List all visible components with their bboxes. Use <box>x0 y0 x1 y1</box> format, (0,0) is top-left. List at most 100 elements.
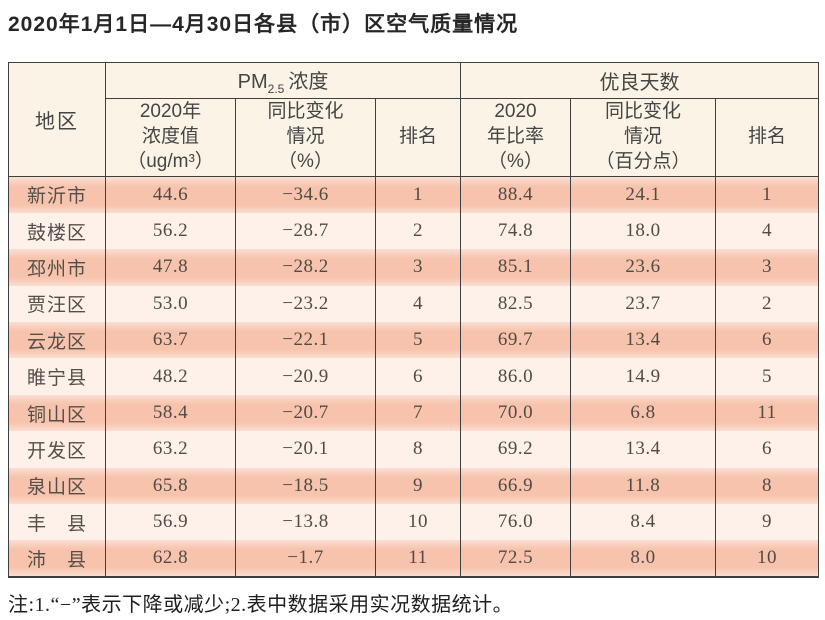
cell-good-rank: 5 <box>715 358 819 395</box>
cell-pm-value: 63.7 <box>105 322 236 359</box>
cell-region: 开发区 <box>8 431 106 468</box>
col-header-pm-rank: 排名 <box>375 98 461 177</box>
col-group-good-days: 优良天数 <box>460 62 819 99</box>
cell-pm-value: 56.9 <box>105 504 236 541</box>
table-row: 铜山区 58.4 −20.7 7 70.0 6.8 11 <box>8 394 819 432</box>
col-header-pm-value: 2020年 浓度值 （ug/m³） <box>105 98 236 177</box>
cell-good-rank: 10 <box>715 540 819 578</box>
cell-pm-change: −28.7 <box>235 212 376 250</box>
table-row: 新沂市 44.6 −34.6 1 88.4 24.1 1 <box>8 176 819 213</box>
cell-pm-change: −13.8 <box>235 504 376 541</box>
cell-good-ratio: 85.1 <box>460 249 571 286</box>
cell-pm-value: 53.0 <box>105 285 236 323</box>
cell-good-change: 11.8 <box>570 467 716 505</box>
cell-good-change: 8.0 <box>570 540 716 578</box>
cell-good-ratio: 86.0 <box>460 358 571 395</box>
cell-good-ratio: 88.4 <box>460 176 571 213</box>
cell-good-rank: 3 <box>715 249 819 286</box>
cell-pm-change: −18.5 <box>235 467 376 505</box>
cell-pm-change: −22.1 <box>235 322 376 359</box>
cell-pm-value: 44.6 <box>105 176 236 213</box>
cell-pm-rank: 7 <box>375 394 461 432</box>
cell-pm-rank: 3 <box>375 249 461 286</box>
cell-region: 邳州市 <box>8 249 106 286</box>
cell-good-rank: 1 <box>715 176 819 213</box>
table-row: 睢宁县 48.2 −20.9 6 86.0 14.9 5 <box>8 358 819 395</box>
cell-pm-change: −28.2 <box>235 249 376 286</box>
table-row: 鼓楼区 56.2 −28.7 2 74.8 18.0 4 <box>8 212 819 250</box>
air-quality-table: 地区 PM2.5 浓度 优良天数 2020年 浓度值 （ug/m³） 同比变化 情… <box>8 62 819 578</box>
cell-good-rank: 6 <box>715 322 819 359</box>
cell-pm-value: 65.8 <box>105 467 236 505</box>
cell-good-change: 13.4 <box>570 431 716 468</box>
cell-good-ratio: 69.2 <box>460 431 571 468</box>
cell-good-rank: 6 <box>715 431 819 468</box>
cell-good-ratio: 66.9 <box>460 467 571 505</box>
table-row: 泉山区 65.8 −18.5 9 66.9 11.8 8 <box>8 467 819 505</box>
cell-pm-change: −20.7 <box>235 394 376 432</box>
cell-good-change: 14.9 <box>570 358 716 395</box>
table-row: 邳州市 47.8 −28.2 3 85.1 23.6 3 <box>8 249 819 286</box>
col-header-good-rank: 排名 <box>715 98 819 177</box>
pm25-label-subscript: 2.5 <box>267 82 285 96</box>
col-header-pm-change: 同比变化 情况 （%） <box>235 98 376 177</box>
col-header-good-change: 同比变化 情况 （百分点） <box>570 98 716 177</box>
cell-good-change: 24.1 <box>570 176 716 213</box>
cell-pm-value: 47.8 <box>105 249 236 286</box>
cell-region: 新沂市 <box>8 176 106 213</box>
header-column-row: 2020年 浓度值 （ug/m³） 同比变化 情况 （%） 排名 2020 年比… <box>9 98 819 177</box>
cell-pm-value: 48.2 <box>105 358 236 395</box>
cell-pm-change: −1.7 <box>235 540 376 578</box>
cell-good-ratio: 69.7 <box>460 322 571 359</box>
col-header-good-ratio: 2020 年比率 （%） <box>460 98 571 177</box>
cell-good-rank: 4 <box>715 212 819 250</box>
cell-good-ratio: 72.5 <box>460 540 571 578</box>
cell-pm-change: −34.6 <box>235 176 376 213</box>
table-row: 贾汪区 53.0 −23.2 4 82.5 23.7 2 <box>8 285 819 323</box>
cell-region: 铜山区 <box>8 394 106 432</box>
cell-good-rank: 8 <box>715 467 819 505</box>
cell-region: 睢宁县 <box>8 358 106 395</box>
cell-good-change: 23.7 <box>570 285 716 323</box>
cell-region: 泉山区 <box>8 467 106 505</box>
table-body: 新沂市 44.6 −34.6 1 88.4 24.1 1 鼓楼区 56.2 −2… <box>8 176 819 578</box>
cell-good-rank: 9 <box>715 504 819 541</box>
table-row: 开发区 63.2 −20.1 8 69.2 13.4 6 <box>8 431 819 468</box>
cell-region: 云龙区 <box>8 322 106 359</box>
pm25-label-suffix: 浓度 <box>288 71 329 93</box>
cell-good-ratio: 74.8 <box>460 212 571 250</box>
table-header: 地区 PM2.5 浓度 优良天数 2020年 浓度值 （ug/m³） 同比变化 情… <box>8 62 819 177</box>
cell-good-rank: 11 <box>715 394 819 432</box>
cell-pm-value: 63.2 <box>105 431 236 468</box>
table-row: 沛 县 62.8 −1.7 11 72.5 8.0 10 <box>8 540 819 578</box>
cell-pm-rank: 10 <box>375 504 461 541</box>
cell-pm-rank: 5 <box>375 322 461 359</box>
cell-pm-change: −20.9 <box>235 358 376 395</box>
cell-region: 沛 县 <box>8 540 106 578</box>
cell-pm-value: 58.4 <box>105 394 236 432</box>
cell-pm-rank: 1 <box>375 176 461 213</box>
cell-pm-rank: 11 <box>375 540 461 578</box>
cell-good-change: 6.8 <box>570 394 716 432</box>
pm25-label-prefix: PM <box>237 71 268 93</box>
col-group-pm25: PM2.5 浓度 <box>105 62 461 99</box>
page-title: 2020年1月1日—4月30日各县（市）区空气质量情况 <box>8 13 519 36</box>
cell-pm-rank: 2 <box>375 212 461 250</box>
cell-pm-value: 62.8 <box>105 540 236 578</box>
cell-good-rank: 2 <box>715 285 819 323</box>
cell-pm-rank: 4 <box>375 285 461 323</box>
cell-good-change: 13.4 <box>570 322 716 359</box>
cell-good-ratio: 70.0 <box>460 394 571 432</box>
cell-pm-change: −20.1 <box>235 431 376 468</box>
cell-good-ratio: 76.0 <box>460 504 571 541</box>
cell-region: 贾汪区 <box>8 285 106 323</box>
cell-region: 鼓楼区 <box>8 212 106 250</box>
cell-pm-rank: 9 <box>375 467 461 505</box>
cell-good-change: 23.6 <box>570 249 716 286</box>
cell-good-ratio: 82.5 <box>460 285 571 323</box>
cell-pm-rank: 6 <box>375 358 461 395</box>
cell-pm-rank: 8 <box>375 431 461 468</box>
col-header-region: 地区 <box>8 62 106 177</box>
footnote: 注:1.“−”表示下降或减少;2.表中数据采用实况数据统计。 <box>8 594 514 616</box>
